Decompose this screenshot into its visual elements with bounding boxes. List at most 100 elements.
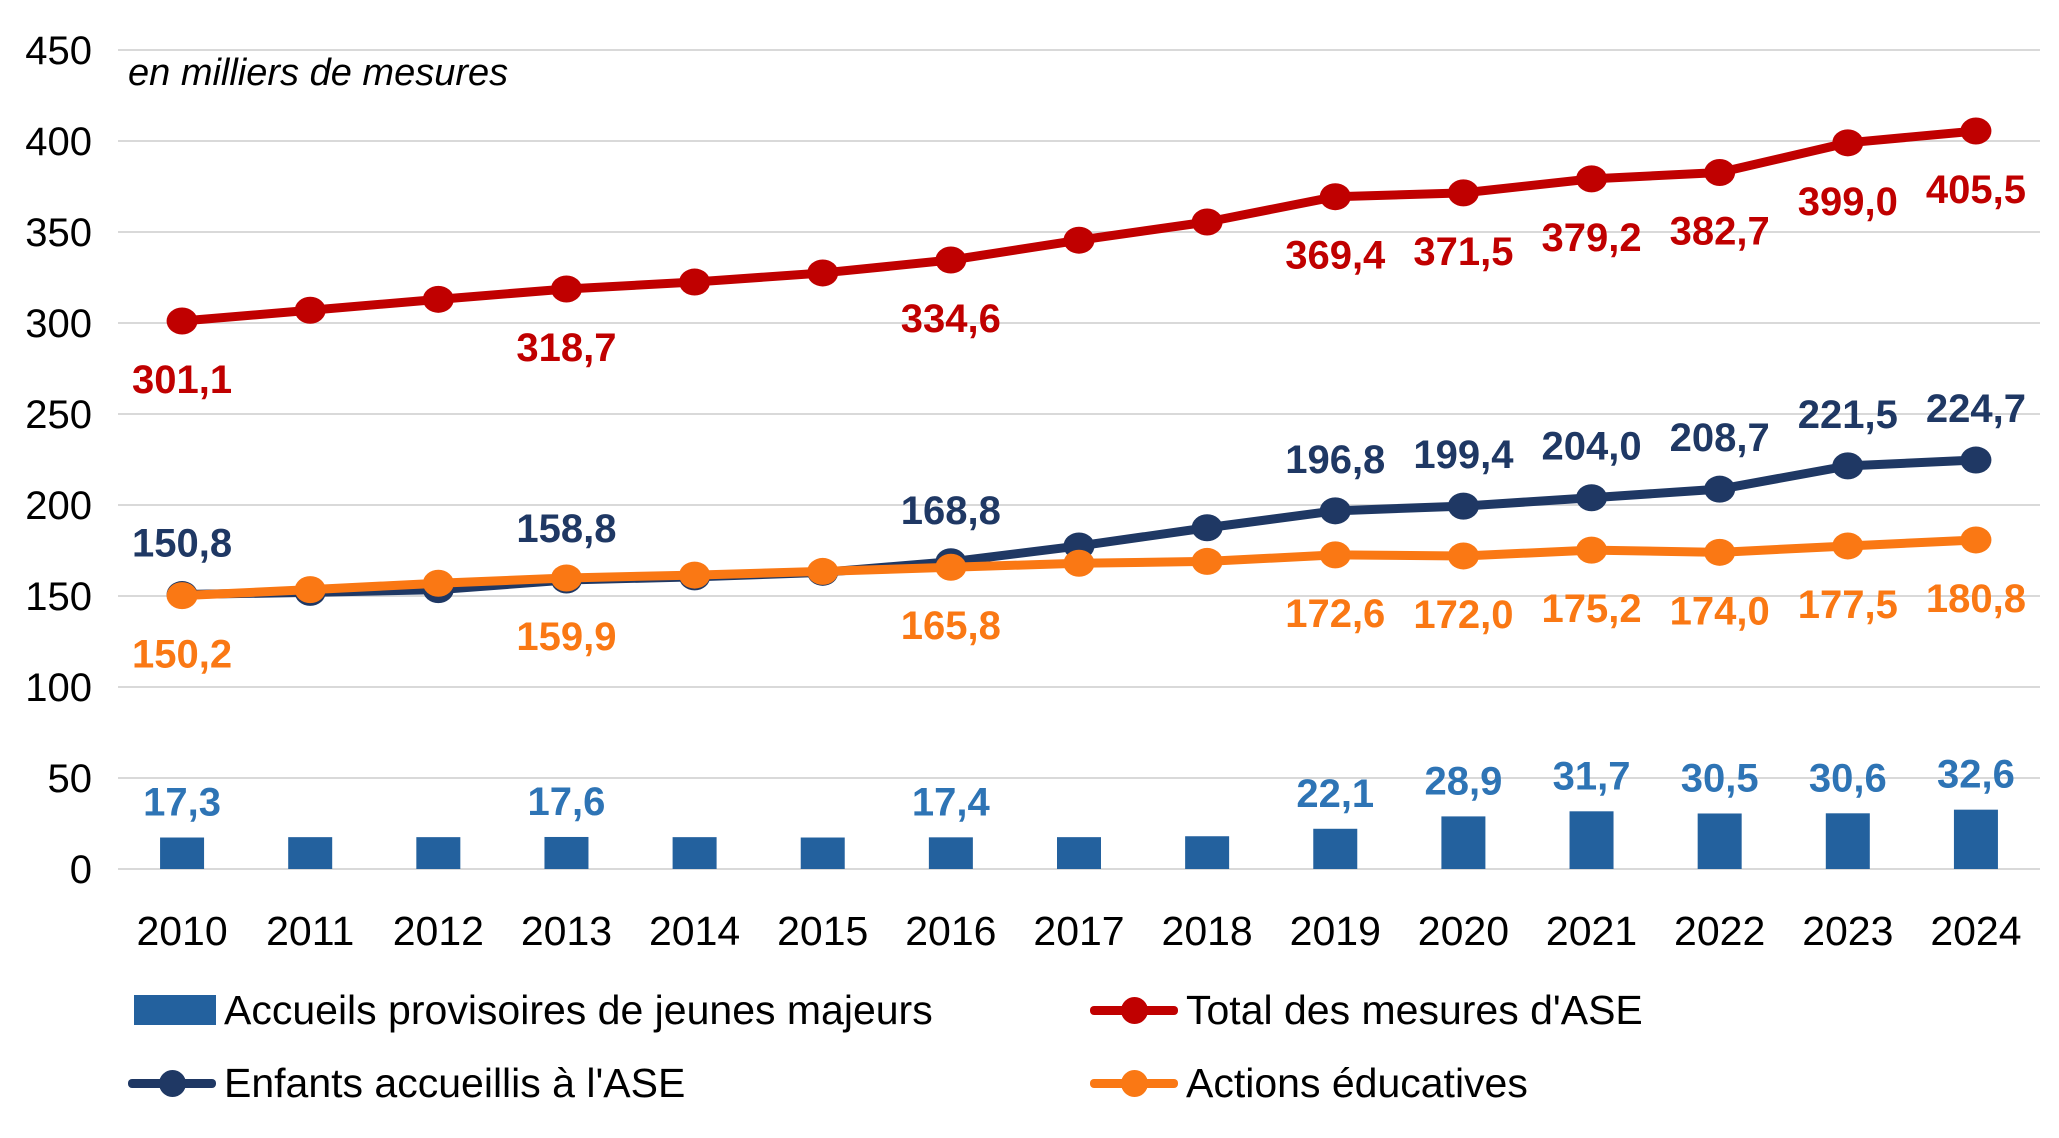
series-value-label: 379,2 [1541,216,1641,260]
series-marker [1832,129,1864,157]
y-axis-tick-label: 450 [25,29,92,73]
legend-item-total: Total des mesures d'ASE [1090,986,1643,1034]
series-value-label: 165,8 [901,604,1001,648]
series-value-label: 318,7 [516,326,616,370]
bar-value-label: 32,6 [1937,753,2015,797]
y-axis-tick-label: 400 [25,120,92,164]
series-marker [1063,226,1095,254]
series-marker [807,557,839,585]
bar [1697,813,1742,869]
legend-bar-swatch [128,993,216,1027]
bar [1569,811,1614,869]
series-value-label: 150,2 [132,633,232,677]
x-axis-year-label: 2012 [393,908,484,954]
series-marker [294,296,326,324]
x-axis-year-label: 2023 [1802,908,1893,954]
bar-value-label: 30,6 [1809,756,1887,800]
series-value-label: 172,0 [1413,593,1513,637]
x-axis-year-label: 2022 [1674,908,1765,954]
series-value-label: 301,1 [132,358,232,402]
series-value-label: 175,2 [1541,587,1641,631]
series-value-label: 334,6 [901,297,1001,341]
y-axis-tick-label: 350 [25,211,92,255]
bar-value-label: 17,3 [143,781,221,825]
series-marker [679,561,711,589]
series-value-label: 399,0 [1798,180,1898,224]
series-marker [1447,542,1479,570]
series-marker [1960,117,1992,145]
bar-value-label: 17,4 [912,780,991,824]
bar [416,837,461,869]
x-axis-year-label: 2018 [1162,908,1253,954]
series-value-label: 199,4 [1413,433,1514,477]
series-marker [422,569,454,597]
x-axis-year-label: 2013 [521,908,612,954]
x-axis-year-label: 2010 [136,908,227,954]
series-marker [1704,538,1736,566]
bar [160,837,205,869]
series-marker [679,268,711,296]
bar [1825,813,1870,869]
y-axis-tick-label: 50 [48,757,93,801]
series-value-label: 180,8 [1926,577,2026,621]
legend-label: Actions éducatives [1186,1059,1528,1106]
legend-item-enfants: Enfants accueillis à l'ASE [128,1059,685,1107]
x-axis-year-label: 2017 [1033,908,1124,954]
series-marker [1960,446,1992,474]
x-axis-year-label: 2016 [905,908,996,954]
x-axis-year-label: 2021 [1546,908,1637,954]
bar [672,837,717,869]
series-value-label: 369,4 [1285,234,1386,278]
y-axis-tick-label: 0 [70,848,92,892]
series-value-label: 371,5 [1413,230,1513,274]
bar [544,836,589,869]
series-value-label: 150,8 [132,522,232,566]
chart-subtitle: en milliers de mesures [128,52,509,94]
series-value-label: 208,7 [1670,416,1770,460]
series-marker [422,285,454,313]
series-marker [1063,549,1095,577]
legend-label: Accueils provisoires de jeunes majeurs [224,986,933,1033]
series-value-label: 204,0 [1541,425,1641,469]
bar [288,837,333,869]
series-value-label: 224,7 [1926,387,2026,431]
x-axis-year-label: 2020 [1418,908,1509,954]
legend-label: Enfants accueillis à l'ASE [224,1059,686,1106]
bar [928,837,973,869]
x-axis-year-label: 2015 [777,908,868,954]
legend-item-actions: Actions éducatives [1090,1059,1528,1107]
series-value-label: 158,8 [516,507,616,551]
x-axis-year-label: 2019 [1290,908,1381,954]
series-marker [1704,158,1736,186]
x-axis-year-label: 2011 [266,908,354,954]
series-marker [1447,492,1479,520]
bar-value-label: 31,7 [1553,754,1631,798]
series-marker [1319,541,1351,569]
plot-area: 450 400 350 300 250 200 150 100 50 0 2010 2011 2012 2… [25,29,2040,954]
series-value-label: 405,5 [1926,168,2026,212]
legend-line-swatch [1090,1066,1178,1100]
series-marker [294,576,326,604]
series-marker [1576,536,1608,564]
series-value-label: 174,0 [1670,589,1770,633]
bar [800,837,845,869]
bar-value-label: 22,1 [1296,772,1374,816]
bar [1441,816,1486,869]
y-axis-tick-label: 150 [25,575,92,619]
bar [1057,837,1101,869]
series-value-label: 172,6 [1285,592,1385,636]
series-value-label: 168,8 [901,489,1001,533]
legend-item-bars: Accueils provisoires de jeunes majeurs [128,986,933,1034]
series-marker [166,307,198,335]
y-axis-tick-label: 300 [25,302,92,346]
bar-value-label: 17,6 [528,780,606,824]
y-axis-tick-label: 200 [25,484,92,528]
series-marker [1447,179,1479,207]
series-marker [1191,514,1223,542]
bar [1953,809,1998,869]
series-marker [935,553,967,581]
series-marker [550,275,582,303]
series-marker [1576,165,1608,193]
series-marker [1704,475,1736,503]
